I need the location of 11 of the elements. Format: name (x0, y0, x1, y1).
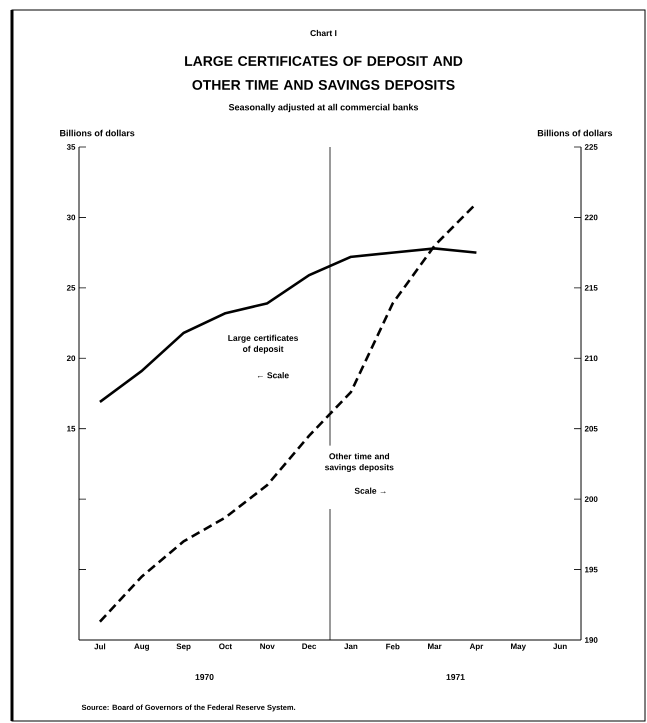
text: Large certificates of deposit (228, 334, 298, 354)
text: Other time and savings deposits (324, 453, 394, 472)
y2-axis-title: Billions of dollars (538, 130, 612, 136)
text: 1970 (196, 674, 214, 680)
chart-subtitle: Seasonally adjusted at all commercial banks (228, 104, 418, 112)
chart-title: LARGE CERTIFICATES OF DEPOSIT AND OTHER TIME AND SAVINGS DEPOSITS (185, 56, 462, 90)
text: Chart I (310, 30, 336, 36)
text: 1971 (446, 674, 465, 680)
y-axis-title: Billions of dollars (60, 130, 134, 136)
annotation: ← Scale (258, 372, 289, 378)
annotation: Scale → (354, 488, 386, 494)
